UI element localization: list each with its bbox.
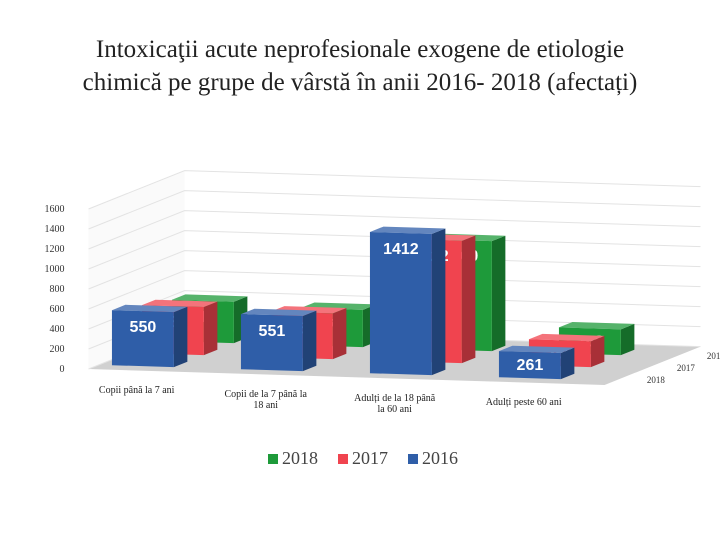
gridline [88,250,701,290]
y-tick-label: 1600 [45,204,65,215]
data-label: 550 [130,319,157,336]
bar-front-face [240,314,303,372]
legend-swatch [268,454,278,464]
bar-side-face [203,301,218,356]
bar-2016-1: 550 [111,304,188,368]
legend-label: 2017 [352,448,388,468]
bar-front-face [369,232,432,376]
y-tick-label: 400 [50,324,65,335]
depth-label: 2018 [647,375,666,385]
legend-swatch [338,454,348,464]
gridline [88,210,701,250]
chart-title-line-1: Intoxicaţii acute neprofesionale exogene… [95,36,625,63]
bar-side-face [620,323,635,356]
data-label: 261 [517,357,544,374]
x-tick-label: Adulți de la 18 până [354,393,436,404]
gridline [88,190,701,230]
bar-front-face [498,351,561,380]
legend-swatch [408,454,418,464]
bar-top-face [528,333,605,342]
x-tick-label: la 60 ani [377,404,412,415]
gridline [88,270,701,310]
bar-side-face [491,235,506,352]
y-tick-label: 800 [50,284,65,295]
chart-title: Intoxicaţii acute neprofesionale exogene… [0,33,720,99]
bar-side-face [302,310,317,372]
x-tick-label: Copii de la 7 până la [224,389,307,400]
chart-title-line-2: chimică pe grupe de vârstă în anii 2016-… [82,69,638,96]
bar-side-face [461,235,476,364]
bar-top-face [111,304,188,313]
bar-top-face [369,226,446,234]
bar-top-face [171,294,248,302]
depth-label: 2017 [677,363,696,373]
y-tick-label: 1200 [45,244,65,255]
y-tick-label: 1000 [45,264,65,275]
x-tick-label: Copii până la 7 ani [99,385,175,396]
bar-side-face [560,347,575,380]
data-label: 1412 [383,241,419,258]
y-tick-label: 0 [60,364,65,375]
legend-label: 2018 [282,448,318,468]
depth-label: 2016 [707,351,720,361]
bar-top-face [558,322,635,330]
bar-2016-3: 1412 [369,226,446,376]
y-tick-label: 1400 [45,224,65,235]
bar-2016-4: 261 [498,345,575,380]
y-tick-label: 600 [50,304,65,315]
x-tick-label: Adulți peste 60 ani [486,397,562,408]
data-label: 551 [259,323,286,340]
bar-top-face [498,345,575,354]
bar-2016-2: 551 [240,308,317,372]
bar-side-face [590,335,605,368]
gridline [88,170,701,210]
bar-front-face [111,310,174,368]
y-tick-label: 200 [50,344,65,355]
bar-side-face [431,228,446,376]
bar-side-face [332,308,347,360]
legend-label: 2016 [422,448,458,468]
bar-side-face [173,306,188,368]
bar-top-face [141,299,218,308]
gridline [88,230,701,270]
x-tick-label: 18 ani [253,400,278,411]
bar-top-face [240,308,317,317]
